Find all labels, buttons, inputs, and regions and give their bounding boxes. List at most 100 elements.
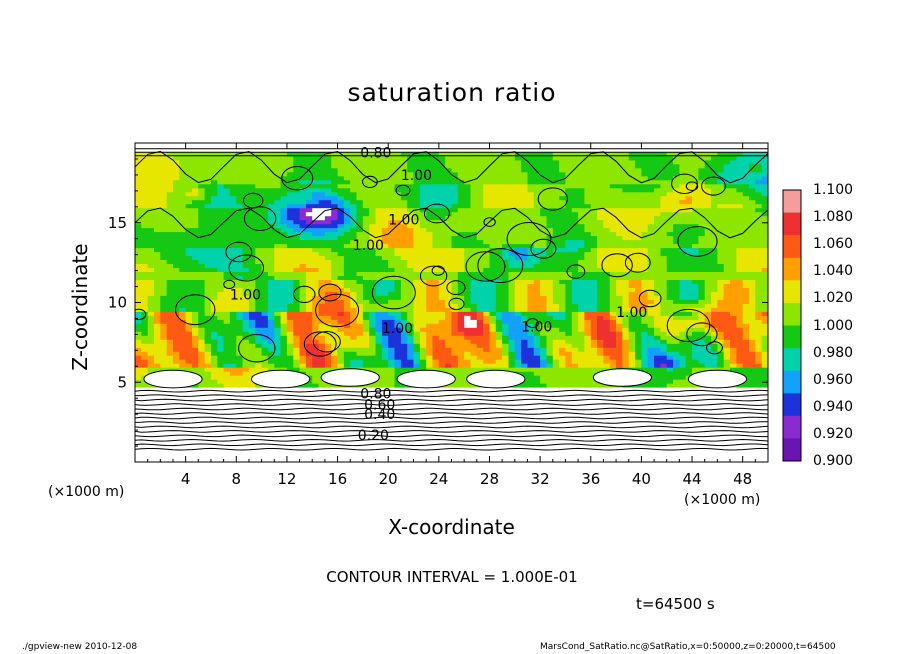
field-cell [413,163,421,169]
field-cell [508,155,516,161]
field-cell [267,355,275,360]
field-cell [445,223,453,229]
field-cell [495,279,503,284]
field-cell [223,263,231,268]
field-cell [261,199,269,205]
field-cell [413,351,421,356]
field-cell [470,343,478,348]
field-cell [609,175,617,181]
field-cell [160,347,168,352]
field-cell [337,183,345,189]
field-cell [540,295,547,300]
field-cell [413,267,421,272]
field-cell [204,219,212,225]
field-cell [173,203,180,209]
field-cell [590,295,598,300]
field-cell [495,315,503,320]
field-cell [375,323,383,328]
field-cell [546,279,554,284]
field-cell [432,287,440,292]
field-cell [407,307,415,312]
field-cell [204,283,212,288]
field-cell [521,323,528,328]
field-cell [432,207,440,213]
field-cell [388,159,396,165]
field-cell [546,159,554,165]
field-cell [299,367,307,372]
field-cell [242,319,250,324]
field-cell [533,315,541,320]
field-cell [578,299,585,304]
field-cell [154,335,161,340]
field-cell [229,371,237,376]
field-cell [350,279,358,284]
field-cell [616,335,623,340]
field-cell [590,363,598,368]
field-cell [628,299,636,304]
field-cell [495,215,503,221]
field-cell [388,371,396,376]
field-cell [489,259,497,264]
field-cell [413,159,421,165]
field-cell [426,179,434,185]
field-cell [597,247,604,253]
field-cell [261,155,269,161]
field-cell [166,323,174,328]
field-cell [502,331,509,336]
field-cell [305,227,313,233]
field-cell [179,151,187,157]
field-cell [426,319,434,324]
field-cell [628,171,636,177]
field-cell [337,227,345,233]
field-cell [641,327,649,332]
field-cell [590,371,598,376]
field-cell [489,191,497,197]
field-cell [413,167,421,173]
field-cell [274,331,282,336]
field-cell [628,247,636,253]
field-cell [508,291,516,296]
field-cell [641,271,649,276]
field-cell [546,255,554,260]
field-cell [166,259,174,264]
field-cell [578,363,585,368]
field-cell [419,323,427,328]
field-cell [533,291,541,296]
field-cell [362,311,370,316]
field-cell [571,287,579,292]
field-cell [521,159,528,165]
field-cell [217,343,225,348]
field-cell [293,155,301,161]
field-cell [540,191,547,197]
field-cell [293,243,301,249]
field-cell [198,347,206,352]
field-cell [381,203,389,209]
field-cell [324,195,332,201]
field-cell [305,271,313,276]
field-cell [470,227,478,233]
field-cell [274,315,282,320]
field-cell [369,255,377,260]
field-cell [255,355,263,360]
field-cell [565,367,573,372]
field-cell [261,203,269,209]
field-cell [299,151,307,157]
field-cell [388,299,396,304]
field-cell [521,163,528,169]
field-cell [527,367,535,372]
field-cell [337,163,345,169]
field-cell [559,371,566,376]
field-cell [609,359,617,364]
field-cell [628,219,636,225]
field-cell [242,291,250,296]
field-cell [135,183,142,189]
field-cell [318,231,326,237]
field-cell [527,223,535,229]
field-cell [242,299,250,304]
field-cell [628,315,636,320]
field-cell [590,299,598,304]
field-cell [597,307,604,312]
field-cell [242,379,250,384]
field-cell [280,319,288,324]
field-cell [312,375,320,380]
